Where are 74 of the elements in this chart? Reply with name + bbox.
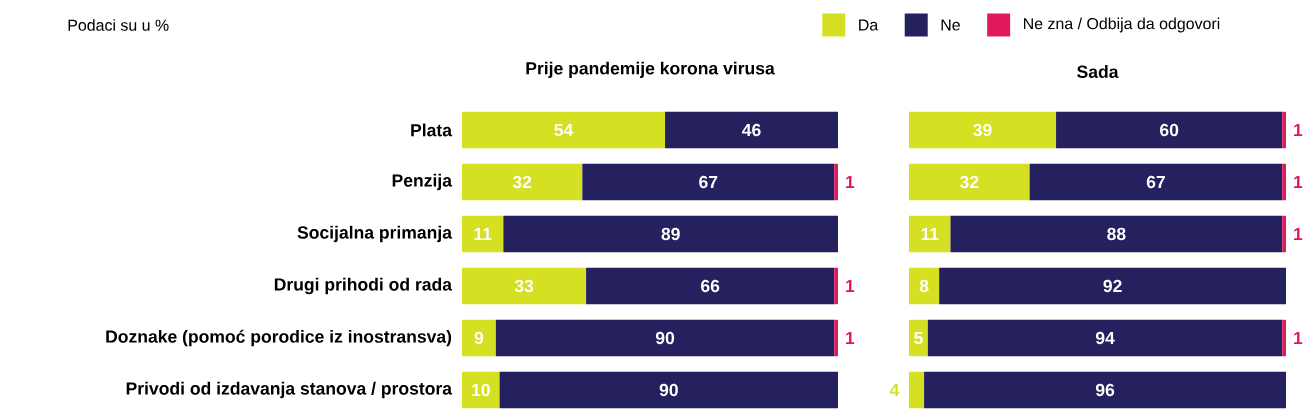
bar [834, 267, 839, 305]
bar [462, 267, 587, 305]
data-label: 9 [474, 331, 484, 345]
bar [462, 215, 504, 253]
bar [1282, 163, 1287, 201]
data-label: 1 [1294, 227, 1303, 241]
data-label: 60 [1160, 123, 1179, 137]
bar [909, 215, 951, 253]
data-label: 5 [914, 331, 923, 345]
bar [1056, 111, 1283, 149]
bar [462, 111, 666, 149]
data-label: 32 [512, 175, 532, 189]
y-tick-label: Plata [411, 123, 453, 137]
bar [909, 111, 1057, 149]
bar [582, 163, 835, 201]
bar [462, 163, 583, 201]
data-label: 89 [661, 227, 680, 241]
data-label: 67 [1146, 175, 1165, 189]
bar [909, 319, 928, 357]
bar [495, 319, 835, 357]
data-label: 1 [846, 331, 855, 345]
data-label: 11 [474, 227, 492, 241]
bar [909, 371, 925, 409]
data-label: 90 [655, 331, 675, 345]
chart-title: Prije pandemije korona virusa [526, 61, 775, 79]
bar [499, 371, 839, 409]
bar [586, 267, 835, 305]
data-label: 33 [514, 279, 534, 293]
y-tick-label: Socijalna primanja [297, 225, 453, 243]
y-tick-label: Privodi od izdavanja stanova / prostora [126, 381, 453, 399]
bar [462, 319, 496, 357]
bar [834, 163, 839, 201]
bar [1282, 215, 1287, 253]
data-label: 92 [1103, 279, 1122, 293]
data-label: 8 [919, 279, 929, 293]
data-label: 32 [959, 175, 979, 189]
data-label: 11 [921, 227, 939, 241]
legend-label: Da [859, 19, 879, 31]
data-label: 1 [1294, 331, 1303, 345]
bar [1029, 163, 1283, 201]
bar [909, 163, 1030, 201]
y-tick-label: Drugi prihodi od rada [274, 277, 453, 295]
bar [462, 371, 500, 409]
bar [665, 111, 839, 149]
data-label: 66 [701, 279, 720, 293]
data-label: 4 [889, 383, 900, 397]
data-label: 88 [1107, 227, 1126, 241]
data-label: 46 [742, 123, 761, 137]
legend-label: Ne zna / Odbija da odgovori [1024, 17, 1220, 33]
bar [939, 267, 1287, 305]
legend-label: Ne [941, 19, 960, 31]
bar [950, 215, 1283, 253]
text: Podaci su u % [68, 19, 169, 31]
y-tick-label: Doznake (pomoć porodice iz inostransva) [106, 329, 452, 347]
bar [927, 319, 1283, 357]
data-label: 94 [1095, 331, 1115, 345]
bar [834, 319, 839, 357]
chart-title: Sada [1077, 65, 1119, 78]
bar [924, 371, 1287, 409]
data-label: 1 [1294, 123, 1303, 137]
bar [1282, 319, 1287, 357]
bar [1282, 111, 1287, 149]
bar [503, 215, 839, 253]
data-label: 1 [846, 175, 855, 189]
bar [909, 267, 940, 305]
data-label: 96 [1095, 383, 1115, 397]
data-label: 10 [472, 383, 490, 397]
data-label: 67 [699, 175, 718, 189]
data-label: 54 [554, 123, 574, 137]
data-label: 39 [973, 123, 992, 137]
data-label: 90 [659, 383, 678, 397]
y-tick-label: Penzija [392, 173, 453, 191]
data-label: 1 [846, 279, 855, 293]
data-label: 1 [1294, 175, 1303, 189]
